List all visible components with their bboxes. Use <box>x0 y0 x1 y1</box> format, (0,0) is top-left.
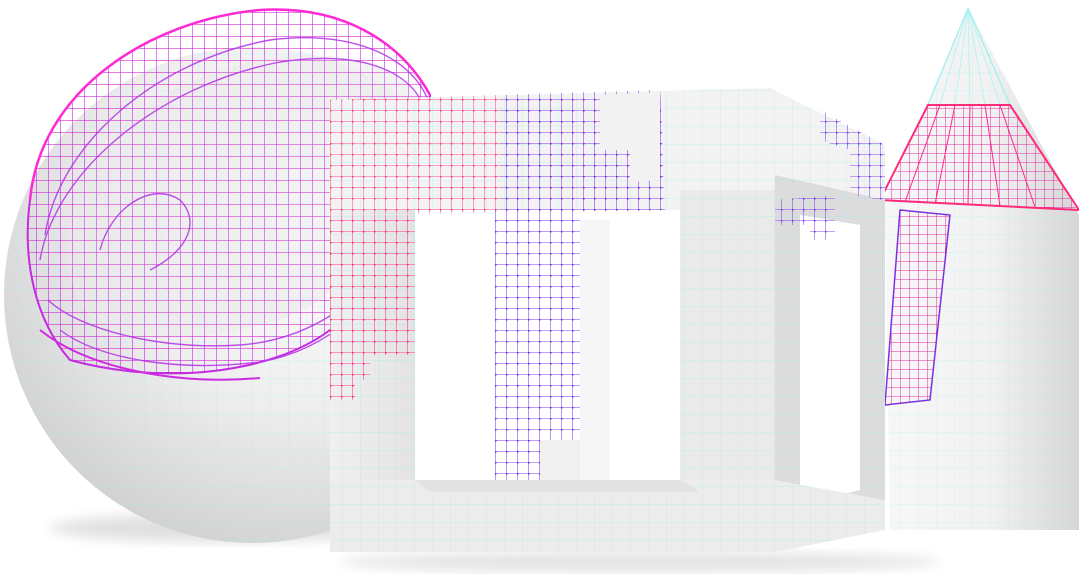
cube-wireframe <box>330 90 885 480</box>
cube-shadow <box>340 552 940 572</box>
cone-wireframe-band <box>878 104 1079 212</box>
cone-wireframe-strip <box>884 209 951 406</box>
